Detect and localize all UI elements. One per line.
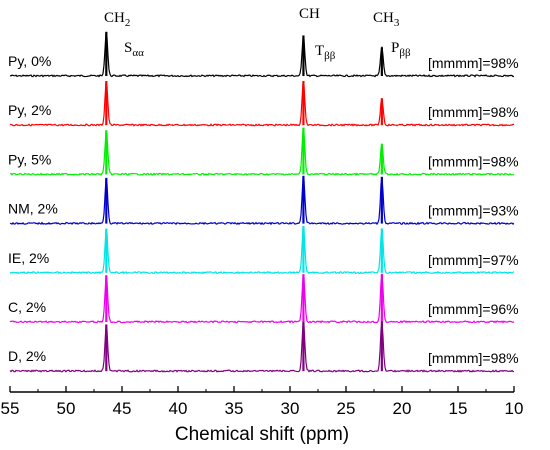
tacticity-label: [mmmm]=98% — [428, 55, 519, 71]
spectrum-line — [9, 127, 515, 177]
tacticity-label: [mmmm]=98% — [428, 104, 519, 120]
series-label: Py, 5% — [8, 151, 51, 167]
peak-group-label: CH3 — [373, 10, 400, 29]
series-label: Py, 2% — [8, 102, 51, 118]
spectrum-4: IE, 2% [mmmm]=97% — [8, 226, 519, 275]
x-tick-label: 15 — [449, 399, 468, 418]
x-tick-label: 55 — [1, 399, 20, 418]
spectrum-1: Py, 2% [mmmm]=98% — [8, 81, 519, 127]
series-label: IE, 2% — [8, 250, 49, 266]
spectrum-line — [9, 227, 515, 275]
x-tick-label: 50 — [57, 399, 76, 418]
peak-group-label: CH2 — [104, 10, 130, 29]
x-tick-label: 45 — [113, 399, 132, 418]
series-label: C, 2% — [8, 299, 46, 315]
x-tick-label: 35 — [225, 399, 244, 418]
peak-assignment-label: Tββ — [315, 43, 336, 62]
spectrum-line — [9, 81, 515, 127]
x-tick-label: 40 — [169, 399, 188, 418]
spectra-group: Py, 0% [mmmm]=98% Py, 2% [mmmm]=98% Py, 5% [m… — [8, 31, 519, 373]
x-axis: 55 50 45 40 35 30 25 20 15 10 Chemical shift (ppm) — [1, 386, 524, 445]
spectrum-3: NM, 2% [mmmm]=93% — [8, 175, 519, 226]
series-label: D, 2% — [8, 348, 46, 364]
spectrum-line — [9, 273, 515, 324]
spectrum-line — [9, 32, 515, 78]
spectrum-0: Py, 0% [mmmm]=98% — [8, 31, 519, 78]
spectrum-line — [9, 321, 514, 373]
tacticity-label: [mmmm]=98% — [428, 350, 519, 366]
tacticity-label: [mmmm]=93% — [428, 203, 519, 219]
peak-assignment-label: Pββ — [391, 40, 411, 59]
x-tick-label: 10 — [505, 399, 524, 418]
spectrum-6: D, 2% [mmmm]=98% — [8, 321, 519, 373]
tacticity-label: [mmmm]=98% — [428, 153, 519, 169]
series-label: NM, 2% — [8, 201, 58, 217]
spectrum-line — [9, 176, 515, 226]
tacticity-label: [mmmm]=96% — [428, 301, 519, 317]
peak-group-label: CH — [299, 6, 320, 22]
x-tick-label: 20 — [393, 399, 412, 418]
spectrum-5: C, 2% [mmmm]=96% — [8, 273, 519, 324]
series-label: Py, 0% — [8, 53, 51, 69]
peak-labels-group: CH2 Sαα CH Tββ CH3 Pββ — [104, 6, 411, 62]
x-tick-label: 30 — [281, 399, 300, 418]
tacticity-label: [mmmm]=97% — [428, 252, 519, 268]
peak-assignment-label: Sαα — [124, 40, 144, 59]
x-axis-title: Chemical shift (ppm) — [175, 424, 349, 445]
x-tick-label: 25 — [337, 399, 356, 418]
spectrum-2: Py, 5% [mmmm]=98% — [8, 127, 519, 177]
